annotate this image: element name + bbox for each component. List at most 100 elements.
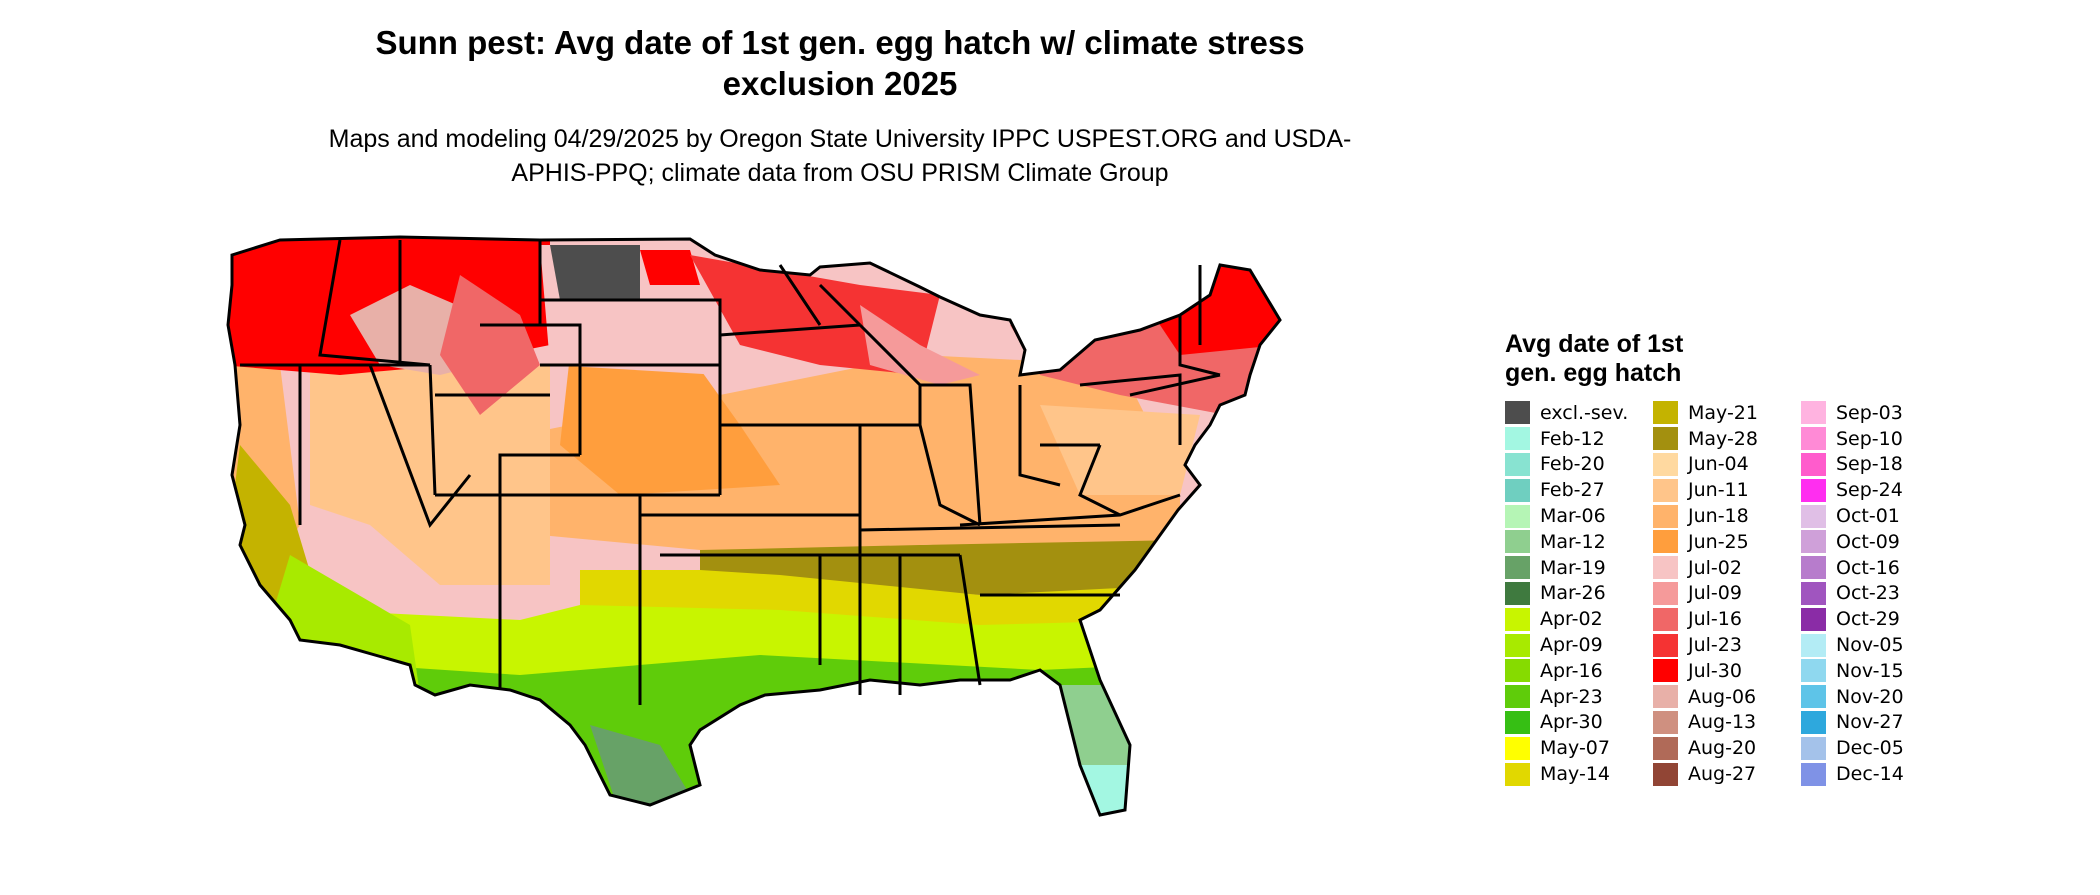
legend-label: Apr-16 [1540, 659, 1603, 682]
legend-label: Nov-15 [1836, 659, 1904, 682]
legend-label: Dec-14 [1836, 763, 1904, 786]
legend-label: Apr-02 [1540, 608, 1603, 631]
legend-swatch [1801, 452, 1826, 476]
legend-item: Mar-19 [1505, 555, 1653, 581]
legend-item: Jun-04 [1653, 452, 1801, 478]
legend-item: Aug-20 [1653, 735, 1801, 761]
legend-swatch [1505, 607, 1530, 631]
legend-label: excl.-sev. [1540, 401, 1629, 424]
legend-item: Jun-11 [1653, 477, 1801, 503]
legend-column: Sep-03 Sep-10 Sep-18 Sep-24 Oct-01 Oct-09 Oct-… [1801, 400, 1949, 787]
legend-label: Jul-16 [1688, 608, 1742, 631]
legend-swatch [1505, 452, 1530, 476]
legend-label: Sep-03 [1836, 401, 1903, 424]
legend-label: Jul-09 [1688, 582, 1742, 605]
legend-swatch [1653, 607, 1678, 631]
legend-item: Sep-18 [1801, 452, 1949, 478]
legend-item: Feb-27 [1505, 477, 1653, 503]
legend-swatch [1801, 659, 1826, 683]
legend-swatch [1505, 427, 1530, 451]
legend-label: Oct-09 [1836, 530, 1900, 553]
legend-item: Jul-16 [1653, 606, 1801, 632]
legend-swatch [1801, 685, 1826, 709]
legend-item: Oct-01 [1801, 503, 1949, 529]
legend-swatch [1801, 710, 1826, 734]
legend-label: May-21 [1688, 401, 1758, 424]
legend-label: Jul-23 [1688, 634, 1742, 657]
legend-label: Oct-29 [1836, 608, 1900, 631]
legend-label: Aug-06 [1688, 685, 1757, 708]
legend-item: Oct-16 [1801, 555, 1949, 581]
legend-swatch [1653, 427, 1678, 451]
legend-label: Sep-24 [1836, 479, 1903, 502]
legend-label: May-14 [1540, 763, 1610, 786]
legend-label: Nov-20 [1836, 685, 1904, 708]
legend-item: Sep-10 [1801, 426, 1949, 452]
legend-label: Apr-09 [1540, 634, 1603, 657]
legend-label: Mar-12 [1540, 530, 1606, 553]
legend-swatch [1801, 736, 1826, 760]
legend-swatch [1505, 504, 1530, 528]
legend-swatch [1801, 556, 1826, 580]
legend-swatch [1653, 401, 1678, 425]
state-borders [226, 235, 1282, 817]
legend-label: Oct-23 [1836, 582, 1900, 605]
legend-label: Apr-30 [1540, 711, 1603, 734]
legend-item: Mar-06 [1505, 503, 1653, 529]
legend-label: Jun-04 [1688, 453, 1749, 476]
legend-item: Dec-14 [1801, 761, 1949, 787]
legend-swatch [1653, 710, 1678, 734]
legend-swatch [1653, 452, 1678, 476]
legend-label: Mar-19 [1540, 556, 1606, 579]
legend-swatch [1505, 762, 1530, 786]
us-map [226, 235, 1282, 817]
legend-item: Jul-30 [1653, 658, 1801, 684]
legend-swatch [1653, 685, 1678, 709]
legend-label: Nov-05 [1836, 634, 1904, 657]
legend-label: Jun-11 [1688, 479, 1749, 502]
legend-swatch [1505, 710, 1530, 734]
legend-label: May-07 [1540, 737, 1610, 760]
legend-label: Aug-13 [1688, 711, 1757, 734]
legend-label: Nov-27 [1836, 711, 1904, 734]
legend-swatch [1801, 762, 1826, 786]
legend-swatch [1801, 427, 1826, 451]
legend-label: Aug-27 [1688, 763, 1757, 786]
legend-label: Jun-25 [1688, 530, 1749, 553]
legend-label: Oct-01 [1836, 505, 1900, 528]
legend-label: Aug-20 [1688, 737, 1757, 760]
legend-column: May-21 May-28 Jun-04 Jun-11 Jun-18 Jun-25 Jul-… [1653, 400, 1801, 787]
legend-item: Nov-27 [1801, 710, 1949, 736]
legend-item: May-28 [1653, 426, 1801, 452]
legend-item: May-14 [1505, 761, 1653, 787]
legend-item: Apr-16 [1505, 658, 1653, 684]
legend-item: Oct-23 [1801, 581, 1949, 607]
legend-item: Apr-09 [1505, 632, 1653, 658]
legend-item: Mar-26 [1505, 581, 1653, 607]
legend-swatch [1505, 530, 1530, 554]
legend-swatch [1505, 401, 1530, 425]
legend-swatch [1801, 478, 1826, 502]
legend-swatch [1505, 478, 1530, 502]
legend-swatch [1505, 581, 1530, 605]
legend-item: Apr-23 [1505, 684, 1653, 710]
legend-item: Dec-05 [1801, 735, 1949, 761]
map-area [220, 225, 1470, 890]
legend-swatch [1653, 556, 1678, 580]
legend-label: Oct-16 [1836, 556, 1900, 579]
legend-swatch [1801, 401, 1826, 425]
legend-label: Feb-20 [1540, 453, 1605, 476]
legend-label: Mar-26 [1540, 582, 1606, 605]
legend-item: excl.-sev. [1505, 400, 1653, 426]
legend-label: Feb-27 [1540, 479, 1605, 502]
legend-swatch [1505, 685, 1530, 709]
legend-item: Oct-09 [1801, 529, 1949, 555]
legend-item: Sep-03 [1801, 400, 1949, 426]
legend-swatch [1801, 581, 1826, 605]
legend-item: Nov-15 [1801, 658, 1949, 684]
legend-item: Feb-12 [1505, 426, 1653, 452]
legend-item: Mar-12 [1505, 529, 1653, 555]
legend-columns: excl.-sev. Feb-12 Feb-20 Feb-27 Mar-06 Mar-12… [1505, 400, 1949, 787]
legend-label: Jul-02 [1688, 556, 1742, 579]
legend-swatch [1505, 556, 1530, 580]
